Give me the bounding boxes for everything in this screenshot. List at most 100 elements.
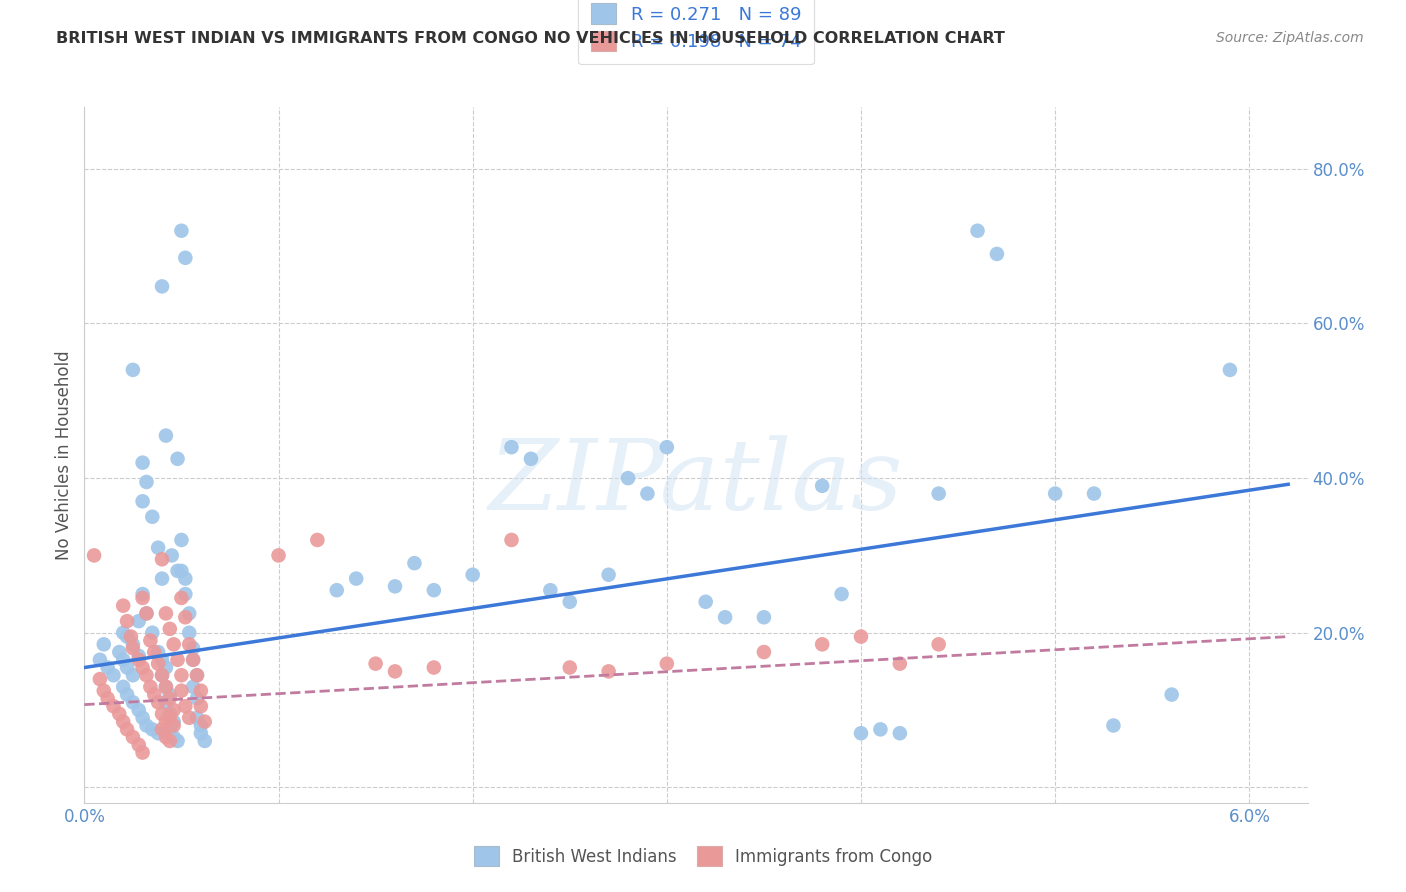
Point [811, 637, 834, 651]
Point [112, 653, 135, 667]
Point [93, 637, 115, 651]
Point [714, 610, 737, 624]
Point [122, 668, 145, 682]
Point [128, 614, 150, 628]
Point [143, 645, 166, 659]
Point [131, 591, 153, 605]
Point [139, 633, 162, 648]
Point [150, 723, 173, 737]
Text: ZIPatlas: ZIPatlas [489, 435, 903, 531]
Point [166, 564, 188, 578]
Point [598, 567, 620, 582]
Point [163, 703, 186, 717]
Point [364, 657, 387, 671]
Point [150, 279, 173, 293]
Point [143, 688, 166, 702]
Point [181, 653, 204, 667]
Point [179, 637, 201, 651]
Point [181, 641, 204, 656]
Point [150, 552, 173, 566]
Point [155, 680, 177, 694]
Point [150, 706, 173, 721]
Point [179, 607, 201, 621]
Point [122, 695, 145, 709]
Point [166, 653, 188, 667]
Point [811, 479, 834, 493]
Point [135, 475, 157, 489]
Point [186, 668, 208, 682]
Point [849, 726, 872, 740]
Point [617, 471, 640, 485]
Point [163, 718, 186, 732]
Point [141, 723, 163, 737]
Point [115, 660, 138, 674]
Point [170, 564, 193, 578]
Point [146, 726, 169, 740]
Point [636, 486, 658, 500]
Point [155, 730, 177, 744]
Point [423, 583, 446, 598]
Point [520, 451, 543, 466]
Point [181, 653, 204, 667]
Point [194, 714, 217, 729]
Point [986, 247, 1008, 261]
Point [163, 714, 186, 729]
Point [128, 703, 150, 717]
Point [174, 251, 197, 265]
Point [170, 533, 193, 547]
Point [131, 711, 153, 725]
Point [159, 711, 181, 725]
Point [131, 746, 153, 760]
Point [163, 730, 186, 744]
Point [108, 645, 131, 659]
Point [155, 680, 177, 694]
Point [695, 595, 717, 609]
Point [186, 668, 208, 682]
Point [752, 610, 775, 624]
Point [166, 451, 188, 466]
Point [155, 695, 177, 709]
Point [159, 734, 181, 748]
Point [186, 711, 208, 725]
Point [89, 672, 111, 686]
Point [849, 630, 872, 644]
Text: BRITISH WEST INDIAN VS IMMIGRANTS FROM CONGO NO VEHICLES IN HOUSEHOLD CORRELATIO: BRITISH WEST INDIAN VS IMMIGRANTS FROM C… [56, 31, 1005, 46]
Point [928, 637, 950, 651]
Point [146, 657, 169, 671]
Point [538, 583, 561, 598]
Point [135, 607, 157, 621]
Point [115, 630, 138, 644]
Point [155, 714, 177, 729]
Point [501, 440, 523, 454]
Point [384, 579, 406, 593]
Point [112, 599, 135, 613]
Point [150, 653, 173, 667]
Point [170, 683, 193, 698]
Point [461, 567, 484, 582]
Point [344, 572, 367, 586]
Text: Source: ZipAtlas.com: Source: ZipAtlas.com [1216, 31, 1364, 45]
Point [141, 625, 163, 640]
Point [128, 648, 150, 663]
Point [166, 734, 188, 748]
Point [155, 428, 177, 442]
Point [1083, 486, 1105, 500]
Point [558, 660, 581, 674]
Point [112, 714, 135, 729]
Point [384, 665, 406, 679]
Point [103, 699, 125, 714]
Point [112, 625, 135, 640]
Point [179, 711, 201, 725]
Point [115, 723, 138, 737]
Point [97, 660, 120, 674]
Point [135, 718, 157, 732]
Point [869, 723, 891, 737]
Point [928, 486, 950, 500]
Point [194, 734, 217, 748]
Point [150, 572, 173, 586]
Point [181, 680, 204, 694]
Point [190, 726, 212, 740]
Point [831, 587, 853, 601]
Point [307, 533, 329, 547]
Point [598, 665, 620, 679]
